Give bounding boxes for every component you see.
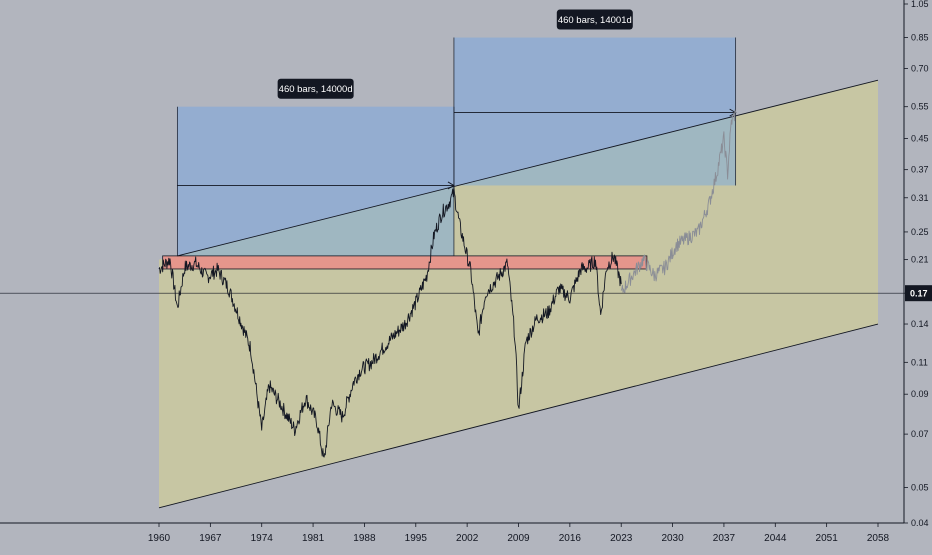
- x-tick-label-7: 2009: [507, 533, 530, 544]
- y-axis-panel: [904, 0, 932, 550]
- y-tick-label-6: 0.31: [911, 193, 929, 203]
- measure-label-2: 460 bars, 14001d: [558, 15, 632, 26]
- y-tick-label-2: 0.70: [911, 63, 929, 73]
- y-tick-label-0: 1.05: [911, 0, 929, 9]
- y-tick-label-10: 0.14: [911, 319, 929, 329]
- y-tick-label-15: 0.04: [911, 518, 929, 528]
- current-value-badge: [905, 285, 932, 302]
- y-tick-label-13: 0.07: [911, 429, 929, 439]
- series-price: [158, 186, 622, 458]
- measure-label-bg-1: [277, 78, 354, 99]
- y-tick-label-7: 0.25: [911, 227, 929, 237]
- y-tick-label-5: 0.37: [911, 165, 929, 175]
- x-tick-label-2: 1974: [251, 533, 274, 544]
- series-projection: [620, 109, 737, 294]
- x-tick-label-3: 1981: [302, 533, 325, 544]
- measure-box-1: [177, 106, 454, 256]
- x-tick-label-12: 2044: [764, 533, 787, 544]
- x-tick-label-10: 2030: [661, 533, 684, 544]
- x-tick-label-5: 1995: [405, 533, 428, 544]
- y-tick-label-14: 0.05: [911, 483, 929, 493]
- y-tick-label-8: 0.21: [911, 255, 929, 265]
- measure-label-1: 460 bars, 14000d: [279, 84, 353, 95]
- y-tick-label-11: 0.11: [911, 357, 928, 367]
- channel-fill: [159, 80, 878, 508]
- x-tick-label-4: 1988: [353, 533, 376, 544]
- x-tick-label-14: 2058: [867, 533, 890, 544]
- measure-label-bg-2: [556, 9, 633, 30]
- x-tick-label-1: 1967: [199, 533, 222, 544]
- measure-box-2: [453, 37, 736, 186]
- x-tick-label-11: 2037: [713, 533, 736, 544]
- y-tick-label-4: 0.45: [911, 134, 929, 144]
- current-value-label: 0.17: [910, 289, 928, 299]
- x-tick-label-13: 2051: [816, 533, 839, 544]
- y-tick-label-12: 0.09: [911, 389, 929, 399]
- x-tick-label-9: 2023: [610, 533, 633, 544]
- x-axis-panel: [0, 523, 932, 550]
- x-tick-label-6: 2002: [456, 533, 479, 544]
- channel-lower-line: [158, 323, 879, 509]
- y-tick-label-3: 0.55: [911, 102, 929, 112]
- x-tick-label-0: 1960: [148, 533, 171, 544]
- y-tick-label-1: 0.85: [911, 33, 929, 43]
- x-tick-label-8: 2016: [559, 533, 582, 544]
- resistance-zone: [162, 255, 648, 270]
- channel-upper-line: [177, 79, 879, 257]
